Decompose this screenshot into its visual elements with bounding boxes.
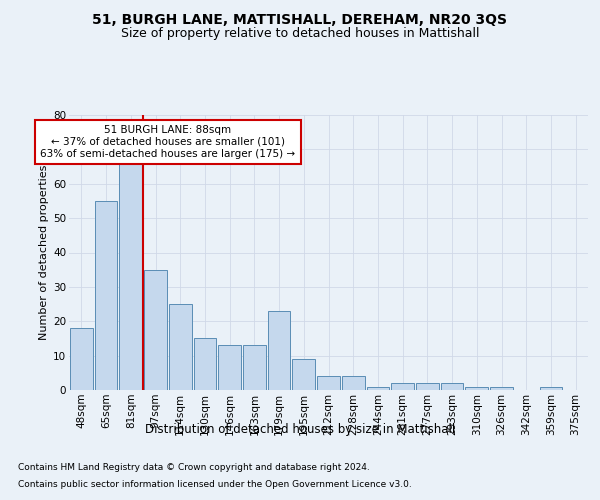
Text: Distribution of detached houses by size in Mattishall: Distribution of detached houses by size … xyxy=(145,422,455,436)
Text: 51, BURGH LANE, MATTISHALL, DEREHAM, NR20 3QS: 51, BURGH LANE, MATTISHALL, DEREHAM, NR2… xyxy=(92,12,508,26)
Bar xyxy=(169,304,191,390)
Bar xyxy=(119,163,142,390)
Bar xyxy=(539,386,562,390)
Text: 51 BURGH LANE: 88sqm
← 37% of detached houses are smaller (101)
63% of semi-deta: 51 BURGH LANE: 88sqm ← 37% of detached h… xyxy=(40,126,295,158)
Bar xyxy=(317,376,340,390)
Bar xyxy=(441,383,463,390)
Bar xyxy=(342,376,365,390)
Bar xyxy=(367,386,389,390)
Bar xyxy=(70,328,93,390)
Bar xyxy=(95,201,118,390)
Bar xyxy=(466,386,488,390)
Text: Contains public sector information licensed under the Open Government Licence v3: Contains public sector information licen… xyxy=(18,480,412,489)
Text: Contains HM Land Registry data © Crown copyright and database right 2024.: Contains HM Land Registry data © Crown c… xyxy=(18,462,370,471)
Bar xyxy=(292,359,315,390)
Bar xyxy=(490,386,513,390)
Bar xyxy=(218,346,241,390)
Y-axis label: Number of detached properties: Number of detached properties xyxy=(39,165,49,340)
Bar xyxy=(194,338,216,390)
Bar xyxy=(144,270,167,390)
Text: Size of property relative to detached houses in Mattishall: Size of property relative to detached ho… xyxy=(121,28,479,40)
Bar xyxy=(268,311,290,390)
Bar xyxy=(243,346,266,390)
Bar xyxy=(391,383,414,390)
Bar xyxy=(416,383,439,390)
